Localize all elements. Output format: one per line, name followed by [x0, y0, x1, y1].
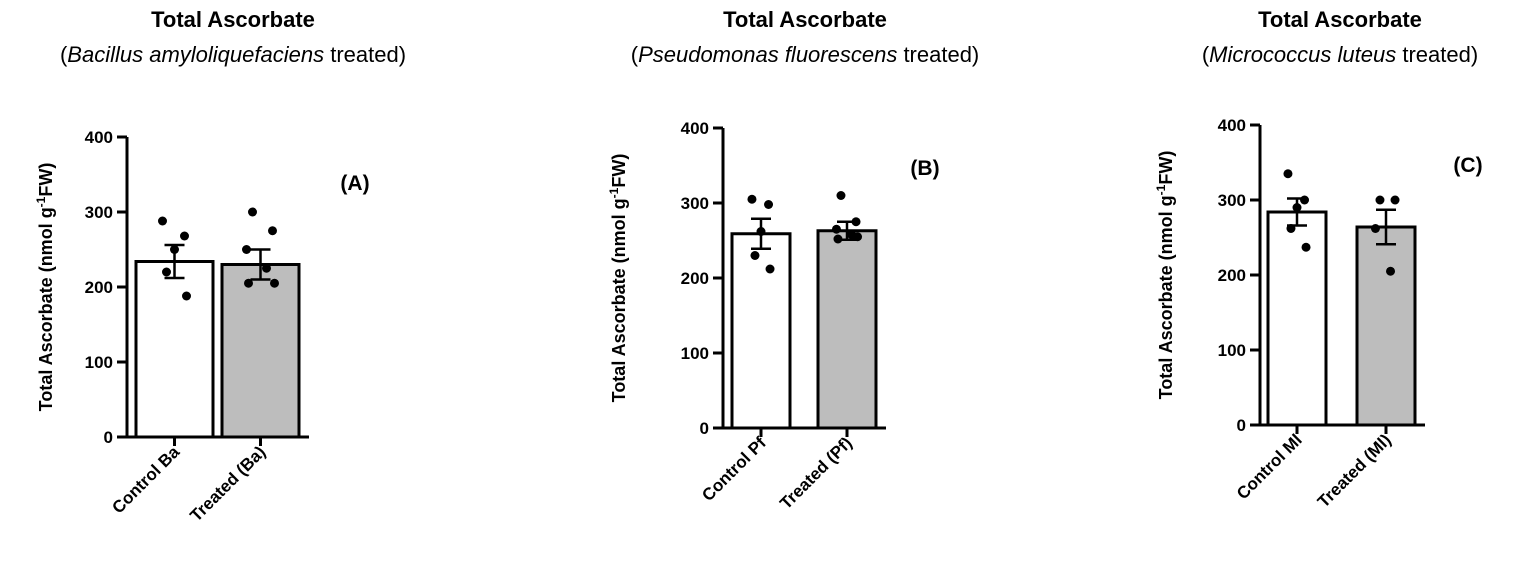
data-point: [747, 194, 757, 204]
x-tick-label: Treated (Pf): [776, 433, 856, 513]
y-tick-label: 0: [1237, 416, 1246, 435]
subtitle-organism: Bacillus amyloliquefaciens: [67, 42, 324, 67]
data-point: [1301, 242, 1311, 252]
y-tick-label: 400: [681, 119, 709, 138]
chart-subtitle: (Bacillus amyloliquefaciens treated): [60, 42, 406, 67]
bar-2: [220, 263, 301, 439]
data-point: [851, 217, 861, 227]
data-point: [765, 264, 775, 274]
data-point: [764, 200, 774, 209]
subtitle-treated: treated): [897, 42, 979, 67]
chart-panel-3: Total Ascorbate (Micrococcus luteus treat…: [1154, 7, 1483, 511]
y-axis-label-main: Total Ascorbate (nmol g: [1156, 195, 1176, 399]
y-tick-label: 300: [85, 203, 113, 222]
y-axis-label: Total Ascorbate (nmol g-1FW): [34, 163, 56, 412]
subtitle-open: (: [1202, 42, 1210, 67]
data-point: [180, 231, 189, 241]
subtitle-treated: treated): [1396, 42, 1478, 67]
y-axis-label: Total Ascorbate (nmol g-1FW): [607, 154, 629, 403]
y-axis-label-sup: -1: [607, 187, 621, 198]
y-tick-label: 300: [1218, 191, 1246, 210]
y-tick-label: 100: [85, 353, 113, 372]
data-point: [750, 251, 760, 260]
x-tick-label: Control Pf: [698, 433, 770, 505]
y-axis-label-main: Total Ascorbate (nmol g: [609, 198, 629, 402]
y-tick-label: 300: [681, 194, 709, 213]
x-tick-label: Treated (Ml): [1314, 430, 1395, 511]
data-point: [244, 278, 253, 288]
data-point: [756, 227, 766, 236]
y-tick-label: 200: [681, 269, 709, 288]
chart-subtitle: (Pseudomonas fluorescens treated): [631, 42, 980, 67]
bar-2: [816, 229, 878, 430]
chart-title: Total Ascorbate: [723, 7, 887, 32]
data-point: [158, 216, 167, 226]
x-tick-label: Treated (Ba): [186, 442, 269, 525]
chart-panel-1: Total Ascorbate (Bacillus amyloliquefacie…: [34, 7, 406, 525]
y-tick-label: 200: [1218, 266, 1246, 285]
data-point: [836, 191, 846, 200]
data-point: [262, 263, 271, 273]
y-axis-label-end: FW): [609, 154, 629, 188]
y-tick-label: 400: [1218, 116, 1246, 135]
data-point: [1375, 195, 1385, 205]
bar-2: [1355, 225, 1417, 427]
subtitle-open: (: [631, 42, 639, 67]
y-axis-label-sup: -1: [34, 196, 48, 207]
subtitle-open: (: [60, 42, 68, 67]
y-axis-label-end: FW): [36, 163, 56, 197]
y-axis-label-sup: -1: [1154, 184, 1168, 195]
data-point: [242, 245, 251, 254]
data-point: [268, 226, 277, 236]
subtitle-organism: Micrococcus luteus: [1209, 42, 1396, 67]
data-point: [182, 291, 191, 301]
subtitle-treated: treated): [324, 42, 406, 67]
panel-label: (B): [910, 157, 939, 180]
data-point: [1300, 195, 1310, 205]
chart-subtitle: (Micrococcus luteus treated): [1202, 42, 1478, 67]
data-point: [248, 207, 257, 217]
chart-title: Total Ascorbate: [151, 7, 315, 32]
data-point: [1390, 195, 1400, 205]
data-point: [1286, 224, 1296, 233]
x-tick-label: Control Ml: [1233, 430, 1306, 503]
bar-1: [134, 260, 215, 439]
x-tick-label: Control Ba: [108, 442, 183, 517]
y-axis-label-main: Total Ascorbate (nmol g: [36, 207, 56, 411]
data-point: [162, 267, 171, 277]
chart-title: Total Ascorbate: [1258, 7, 1422, 32]
y-tick-label: 200: [85, 278, 113, 297]
data-point: [1386, 266, 1396, 276]
y-axis-label-end: FW): [1156, 151, 1176, 185]
y-axis-label: Total Ascorbate (nmol g-1FW): [1154, 151, 1176, 400]
chart-panel-2: Total Ascorbate (Pseudomonas fluorescens …: [607, 7, 979, 513]
data-point: [170, 245, 179, 254]
y-tick-label: 0: [700, 419, 709, 438]
data-point: [1292, 203, 1302, 212]
panel-label: (C): [1453, 154, 1482, 177]
panel-label: (A): [340, 172, 369, 195]
y-tick-label: 100: [681, 344, 709, 363]
bar-1: [1266, 210, 1328, 427]
data-point: [1283, 169, 1293, 179]
y-tick-label: 100: [1218, 341, 1246, 360]
data-point: [833, 234, 843, 244]
data-point: [853, 232, 863, 242]
data-point: [270, 278, 279, 288]
y-tick-label: 400: [85, 128, 113, 147]
data-point: [831, 224, 841, 234]
bar-1: [730, 232, 792, 430]
data-point: [1370, 224, 1380, 233]
y-tick-label: 0: [104, 428, 113, 447]
subtitle-organism: Pseudomonas fluorescens: [638, 42, 897, 67]
